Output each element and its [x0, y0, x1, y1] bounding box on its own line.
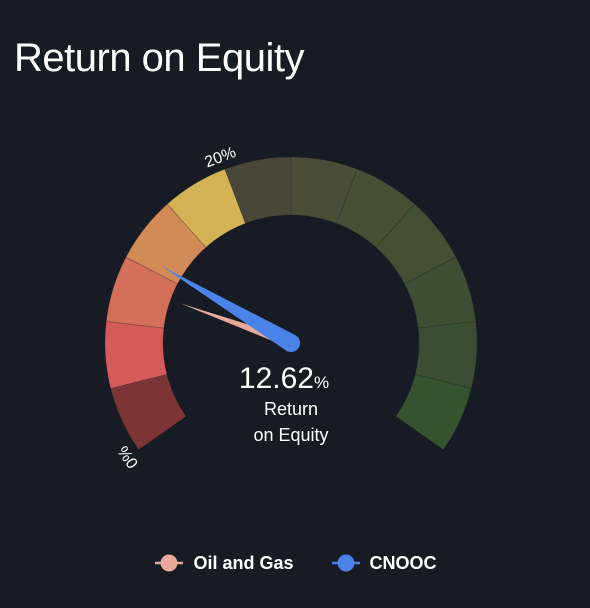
center-unit: %: [314, 373, 329, 392]
gauge-needles: [162, 266, 300, 352]
gauge-band-8: [375, 203, 457, 285]
center-caption-line1: Return: [264, 399, 318, 419]
gauge-band-1: [104, 320, 168, 390]
center-value-text: 12.62%: [239, 362, 329, 395]
needle-oil-and-gas: [179, 303, 293, 348]
gauge-band-7: [336, 168, 416, 248]
legend-item-oil-and-gas[interactable]: Oil and Gas: [153, 552, 294, 574]
center-caption-line2: on Equity: [253, 425, 328, 445]
chart-title: Return on Equity: [14, 36, 304, 80]
needle-cnooc-hub: [282, 334, 300, 352]
chart-legend: Oil and Gas CNOOC: [0, 548, 590, 578]
legend-marker-cnooc: [330, 553, 362, 573]
legend-marker-oil-and-gas: [153, 553, 185, 573]
roe-gauge-chart: 0% 20% 12.62% Return on Equity: [104, 144, 478, 471]
legend-item-cnooc[interactable]: CNOOC: [330, 553, 437, 574]
center-value: 12.62: [239, 362, 314, 395]
needle-cnooc: [162, 266, 296, 351]
legend-label-oil-and-gas: Oil and Gas: [193, 552, 294, 573]
legend-label-cnooc: CNOOC: [369, 552, 437, 573]
gauge-band-11: [395, 373, 472, 451]
gauge-band-6: [290, 156, 358, 224]
gauge-band-10: [414, 320, 478, 390]
